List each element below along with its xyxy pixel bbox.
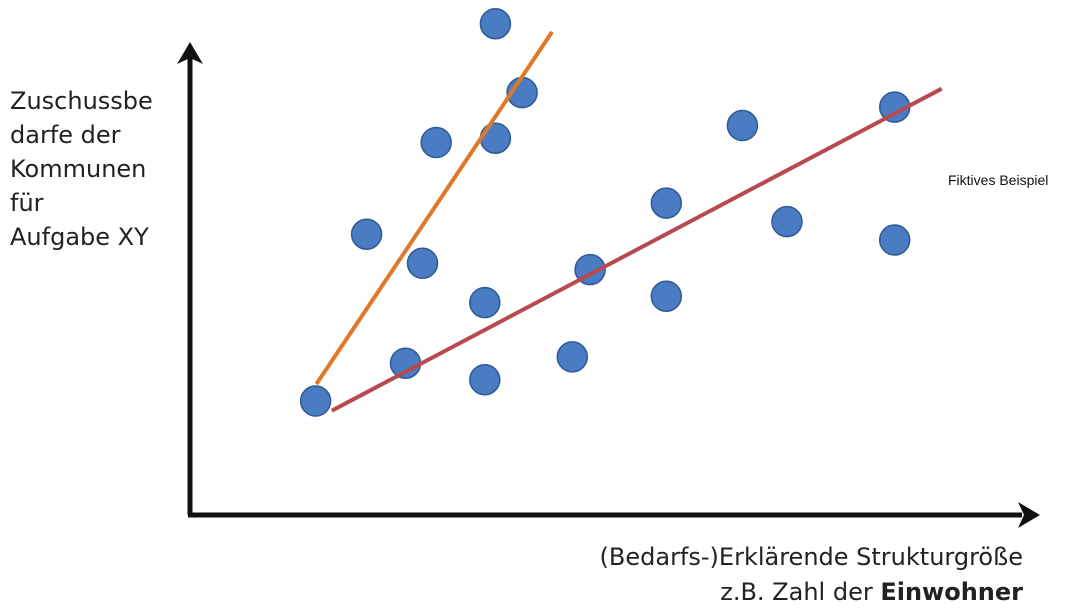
data-point (469, 363, 501, 396)
data-point (650, 280, 683, 313)
data-point (650, 187, 683, 219)
y-axis-label-line: für (10, 189, 44, 217)
data-point (406, 247, 439, 280)
data-point (299, 385, 332, 417)
data-point (556, 341, 589, 373)
x-axis-label-line1: (Bedarfs-)Erklärende Strukturgröße (599, 543, 1023, 571)
data-point (878, 224, 911, 256)
data-point (350, 218, 383, 250)
x-axis-label-bold: Einwohner (880, 578, 1023, 606)
y-axis-label-line: Kommunen (10, 155, 147, 183)
example-annotation: Fiktives Beispiel (948, 172, 1049, 188)
data-point (469, 286, 501, 319)
y-axis-label-line: Aufgabe XY (10, 223, 149, 251)
data-point (479, 122, 512, 154)
trend-line-flat (330, 86, 943, 413)
data-point (771, 205, 803, 238)
trend-line-steep (314, 30, 554, 386)
trend-lines (314, 30, 943, 413)
y-axis-label-line: darfe der (10, 121, 121, 149)
data-points (299, 7, 911, 417)
y-axis-label: Zuschussbe darfe der Kommunen für Aufgab… (10, 84, 153, 254)
x-axis-label-prefix: z.B. Zahl der (720, 578, 881, 606)
axes (177, 42, 1040, 528)
data-point (479, 7, 512, 40)
y-axis-label-line: Zuschussbe (10, 87, 153, 115)
y-axis-arrowhead (177, 42, 203, 64)
x-axis-label: (Bedarfs-)Erklärende Strukturgröße z.B. … (600, 540, 1023, 610)
x-axis-label-line2: z.B. Zahl der Einwohner (600, 575, 1023, 610)
data-point (726, 109, 759, 142)
x-axis-arrowhead (1018, 502, 1040, 528)
data-point (420, 126, 452, 159)
